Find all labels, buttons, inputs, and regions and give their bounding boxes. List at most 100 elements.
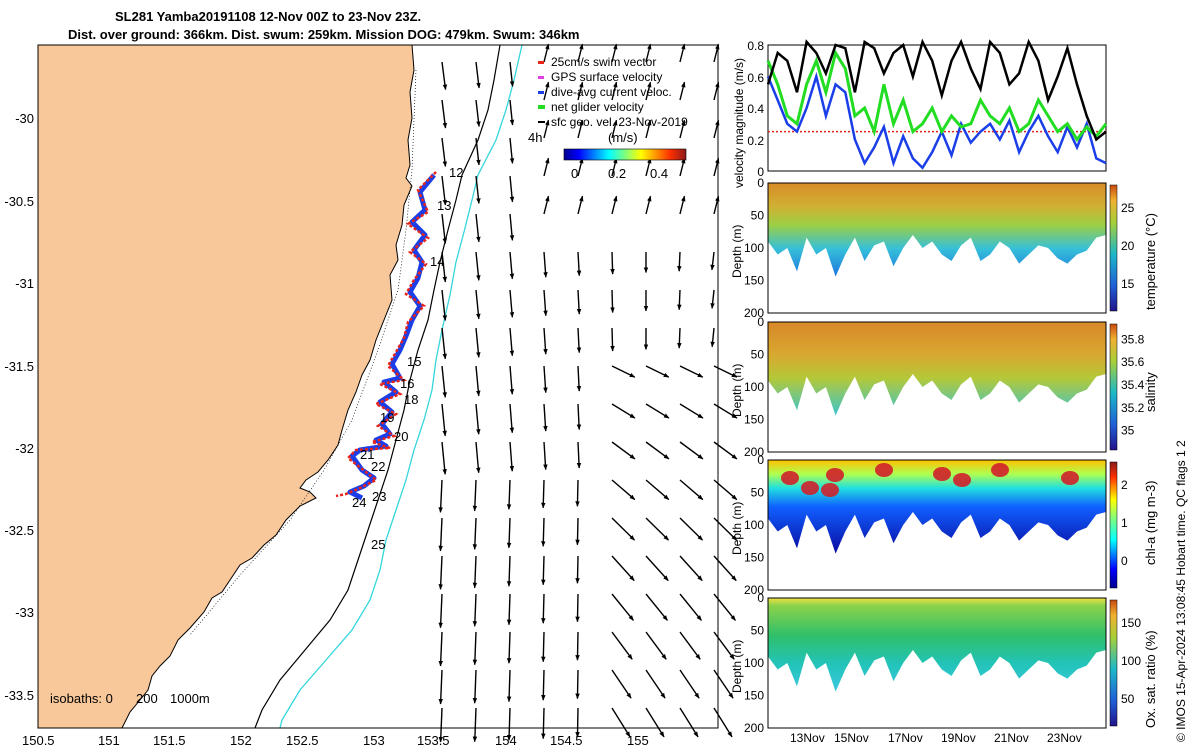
velocity-arrow-33 — [645, 157, 652, 177]
day-label-13: 13 — [437, 198, 451, 213]
isobath-1000-label: 1000m — [170, 691, 210, 706]
oxygen-colorbar — [1109, 599, 1118, 727]
velocity-arrow-153 — [438, 707, 444, 743]
chlorophyll-y-tick-0: 0 — [757, 453, 764, 467]
colorbar-tick-0.4: 0.4 — [650, 166, 668, 181]
oxygen-cb-tick-150: 150 — [1121, 616, 1141, 630]
salinity-cb-tick-35.4: 35.4 — [1121, 378, 1145, 392]
legend-gps: GPS surface velocity — [551, 70, 662, 84]
velocity-arrow-73 — [475, 365, 481, 397]
velocity-arrow-27 — [441, 175, 448, 206]
time-label: 4h — [528, 130, 542, 145]
salinity-y-tick-50: 50 — [751, 348, 765, 362]
velocity-arrow-10 — [475, 99, 481, 128]
velocity-arrow-129 — [541, 593, 546, 624]
velocity-arrow-39 — [543, 195, 550, 215]
legend-swatch-net — [538, 105, 545, 109]
velocity-arrow-52 — [677, 251, 682, 272]
velocity-arrow-71 — [710, 327, 715, 348]
velocity-arrow-75 — [543, 365, 548, 394]
map-x-tick-152: 152 — [230, 733, 252, 748]
velocity-line-dive-avg-current — [766, 71, 1107, 170]
velocity-arrow-138 — [541, 631, 546, 663]
velocity-arrow-111 — [541, 517, 546, 547]
velocity-arrow-119 — [506, 555, 512, 587]
velocity-arrow-95 — [611, 441, 636, 460]
velocity-arrow-127 — [472, 593, 478, 627]
velocity-arrow-19 — [475, 137, 481, 166]
isobath-200-label: 200 — [136, 691, 158, 706]
velocity-arrow-110 — [506, 517, 512, 549]
temperature-y-tick-200: 200 — [744, 306, 764, 320]
map-legend: 25cm/s swim vector GPS surface velocity … — [538, 55, 688, 129]
velocity-arrow-120 — [541, 555, 546, 586]
velocity-arrow-3 — [543, 43, 550, 63]
temperature-frame — [767, 182, 1107, 314]
velocity-arrow-93 — [543, 441, 548, 471]
map-x-tick-155: 155 — [627, 733, 649, 748]
velocity-arrow-82 — [475, 403, 481, 435]
velocity-arrow-68 — [610, 327, 615, 352]
velocity-arrow-96 — [645, 441, 670, 460]
time-tick-13nov: 13Nov — [790, 731, 825, 745]
day-label-23: 23 — [372, 489, 386, 504]
time-tick-23nov: 23Nov — [1047, 731, 1082, 745]
chlorophyll-ylabel: Depth (m) — [730, 502, 744, 555]
velocity-arrow-112 — [575, 517, 580, 546]
map-y-tick--32: -32 — [15, 441, 34, 456]
isobath-1000m — [279, 44, 523, 729]
velocity-arrow-103 — [575, 479, 580, 507]
velocity-arrow-121 — [575, 555, 580, 584]
velocity-arrow-54 — [441, 289, 447, 321]
velocity-arrow-29 — [509, 175, 515, 203]
salinity-y-tick-0: 0 — [757, 315, 764, 329]
velocity-arrow-158 — [611, 707, 631, 738]
velocity-arrow-45 — [441, 251, 447, 283]
velocity-arrow-12 — [543, 81, 550, 101]
time-tick-19nov: 19Nov — [941, 731, 976, 745]
velocity-arrow-126 — [438, 593, 443, 629]
chl-high-patch-0 — [781, 471, 799, 485]
velocity-arrow-87 — [645, 403, 670, 419]
oxygen-y-tick-150: 150 — [744, 689, 764, 703]
temperature-y-tick-150: 150 — [744, 274, 764, 288]
oxygen-cb-tick-50: 50 — [1121, 692, 1135, 706]
velocity-arrow-83 — [509, 403, 515, 434]
velocity-arrow-30 — [543, 157, 550, 177]
title-line-2: Dist. over ground: 366km. Dist. swum: 25… — [68, 27, 580, 42]
velocity-arrow-32 — [611, 157, 618, 177]
map-day-labels: 12 13 14 15 16 18 19 20 21 22 23 24 25 — [352, 165, 463, 552]
velocity-arrow-57 — [543, 289, 548, 317]
chlorophyll-cb-tick-0: 0 — [1121, 554, 1128, 568]
temperature-y-tick-100: 100 — [744, 241, 764, 255]
velocity-arrow-1 — [475, 61, 481, 89]
vel-y-tick-0.4: 0.4 — [747, 102, 764, 116]
map-y-tick--33.5: -33.5 — [4, 688, 34, 703]
velocity-arrow-154 — [472, 707, 478, 743]
map-y-tick--33: -33 — [15, 605, 34, 620]
chl-high-patch-5 — [991, 463, 1009, 477]
section-temperature: 0 50 100 150 200 Depth (m) 15 20 25 — [730, 176, 1135, 320]
day-label-21: 21 — [360, 447, 374, 462]
oxygen-frame — [767, 597, 1107, 729]
isobath-0m — [189, 69, 417, 636]
map-y-tick--32.5: -32.5 — [4, 523, 34, 538]
salinity-ylabel: Depth (m) — [730, 364, 744, 417]
chlorophyll-cb-tick-2: 2 — [1121, 478, 1128, 492]
velocity-arrow-38 — [509, 213, 515, 241]
chlorophyll-y-tick-150: 150 — [744, 551, 764, 565]
legend-dive: dive-avg current veloc. — [551, 85, 672, 99]
chlorophyll-cb-tick-1: 1 — [1121, 516, 1128, 530]
salinity-cb-tick-35.6: 35.6 — [1121, 355, 1145, 369]
velocity-arrow-117 — [438, 555, 443, 590]
legend-swatch-sfc — [538, 121, 545, 123]
vel-y-tick-0.2: 0.2 — [747, 134, 764, 148]
velocity-arrow-61 — [677, 289, 682, 311]
velocity-arrow-43 — [679, 195, 686, 215]
velocity-arrow-13 — [577, 81, 584, 101]
salinity-y-tick-100: 100 — [744, 380, 764, 394]
velocity-arrow-14 — [611, 81, 618, 101]
oxygen-cb-tick-100: 100 — [1121, 654, 1141, 668]
day-label-24: 24 — [352, 495, 366, 510]
temperature-ylabel: Depth (m) — [730, 225, 744, 278]
